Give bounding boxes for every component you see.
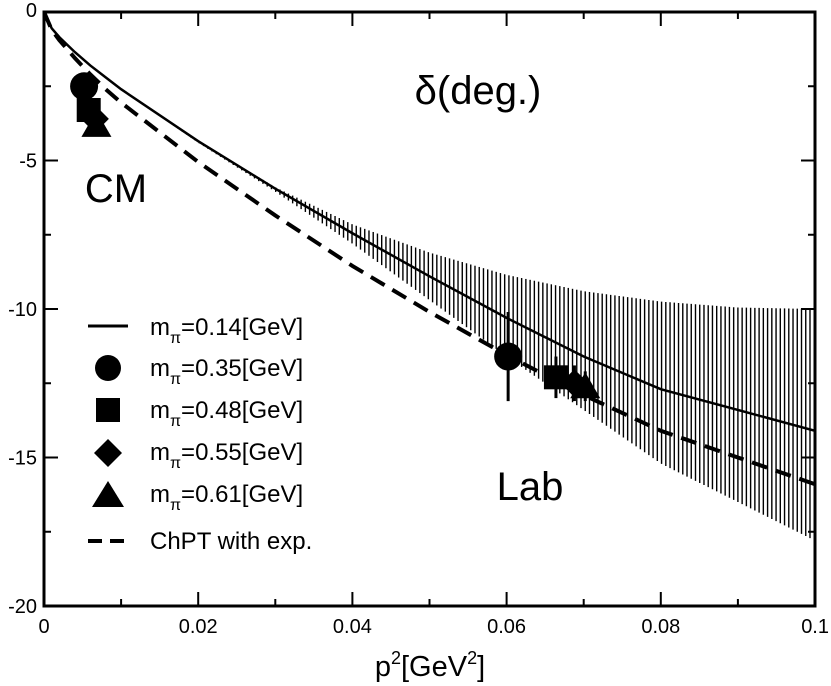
x-axis-label: p2[GeV2] xyxy=(375,648,485,683)
legend-symbol-diamond xyxy=(94,439,122,467)
legend-entry-5: ChPT with exp. xyxy=(150,528,312,555)
legend-symbol-circle xyxy=(95,355,121,381)
x-tick-label: 0.04 xyxy=(333,616,372,638)
error-band xyxy=(122,90,815,541)
data-point-triangle xyxy=(81,110,112,137)
x-tick-label: 0.06 xyxy=(487,616,526,638)
annotation-lab: Lab xyxy=(497,465,564,509)
x-tick-label: 0.1 xyxy=(801,616,829,638)
y-tick-label: -20 xyxy=(8,596,37,618)
legend-symbol-triangle xyxy=(92,481,124,507)
legend-entry-2: mπ=0.48[GeV] xyxy=(150,397,303,430)
legend-symbol-square xyxy=(96,398,120,422)
chpt-curve xyxy=(44,12,815,487)
y-tick-label: -5 xyxy=(19,151,37,173)
legend-entry-0: mπ=0.14[GeV] xyxy=(150,314,303,347)
x-tick-label: 0.08 xyxy=(641,616,680,638)
x-tick-label: 0 xyxy=(38,616,49,638)
y-axis-ticks: 0 -5 -10 -15 -20 xyxy=(8,0,815,618)
y-tick-label: -15 xyxy=(8,448,37,470)
legend-entry-4: mπ=0.61[GeV] xyxy=(150,481,303,514)
annotation-cm: CM xyxy=(85,167,147,211)
legend-entry-3: mπ=0.55[GeV] xyxy=(150,439,303,472)
legend: mπ=0.14[GeV] mπ=0.35[GeV] mπ=0.48[GeV] m… xyxy=(88,314,312,555)
curve-layer xyxy=(44,12,815,487)
y-tick-label: 0 xyxy=(26,0,37,22)
data-point-triangle xyxy=(570,372,601,399)
data-points xyxy=(70,72,601,402)
data-point-circle xyxy=(70,72,99,101)
physical-mass-curve xyxy=(44,12,815,432)
data-point-circle xyxy=(494,342,523,371)
x-axis-ticks: 0 0.02 0.04 0.06 0.08 0.1 xyxy=(38,12,829,638)
legend-entry-1: mπ=0.35[GeV] xyxy=(150,355,303,388)
annotation-delta: δ(deg.) xyxy=(415,69,542,113)
x-tick-label: 0.02 xyxy=(179,616,218,638)
y-tick-label: -10 xyxy=(8,299,37,321)
